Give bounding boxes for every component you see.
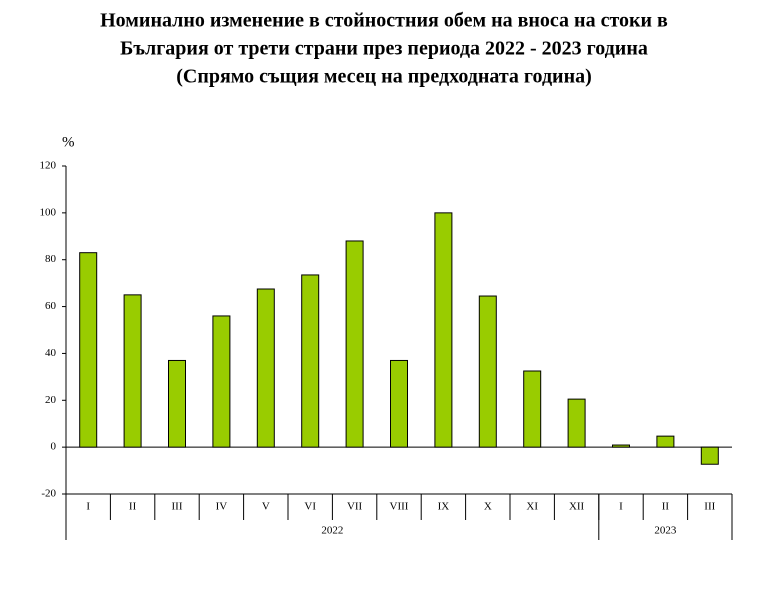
y-tick-label: 20 xyxy=(45,394,57,406)
y-tick-label: 100 xyxy=(40,206,57,218)
x-tick-label: XII xyxy=(569,501,585,513)
bar xyxy=(168,359,186,448)
bar xyxy=(523,370,542,448)
y-axis-label: % xyxy=(62,134,75,150)
y-tick-label: 40 xyxy=(45,347,57,359)
bar xyxy=(390,359,408,448)
bar xyxy=(256,288,275,448)
x-tick-label: VIII xyxy=(390,501,409,513)
group-label: 2023 xyxy=(654,525,677,537)
group-label: 2022 xyxy=(321,525,343,537)
bar xyxy=(700,446,719,465)
y-tick-label: 60 xyxy=(45,300,57,312)
x-tick-label: XI xyxy=(526,501,538,513)
y-tick-label: 80 xyxy=(45,253,57,265)
x-tick-label: VI xyxy=(304,501,316,513)
bar xyxy=(612,444,630,448)
bar xyxy=(212,315,231,448)
bar xyxy=(478,295,497,448)
bar xyxy=(79,252,98,448)
bar xyxy=(434,212,453,448)
y-tick-label: -20 xyxy=(41,488,56,500)
x-tick-label: I xyxy=(619,501,623,513)
x-tick-label: II xyxy=(662,501,670,513)
chart-title: (Спрямо същия месец на предходната годин… xyxy=(176,66,592,88)
bar xyxy=(123,294,142,448)
x-tick-label: VII xyxy=(347,501,363,513)
bar xyxy=(345,240,364,448)
bar xyxy=(301,274,320,448)
y-tick-label: 120 xyxy=(40,160,57,172)
bar xyxy=(567,398,586,448)
x-tick-label: IX xyxy=(438,501,450,513)
chart-title: Номинално изменение в стойностния обем н… xyxy=(100,10,668,32)
bar xyxy=(656,435,675,448)
x-tick-label: III xyxy=(704,501,715,513)
x-tick-label: V xyxy=(262,501,270,513)
x-tick-label: III xyxy=(172,501,183,513)
x-tick-label: X xyxy=(484,501,492,513)
y-tick-label: 0 xyxy=(51,441,57,453)
x-tick-label: I xyxy=(86,501,90,513)
x-tick-label: IV xyxy=(216,501,228,513)
chart-title: България от трети страни през периода 20… xyxy=(120,38,648,60)
x-tick-label: II xyxy=(129,501,137,513)
